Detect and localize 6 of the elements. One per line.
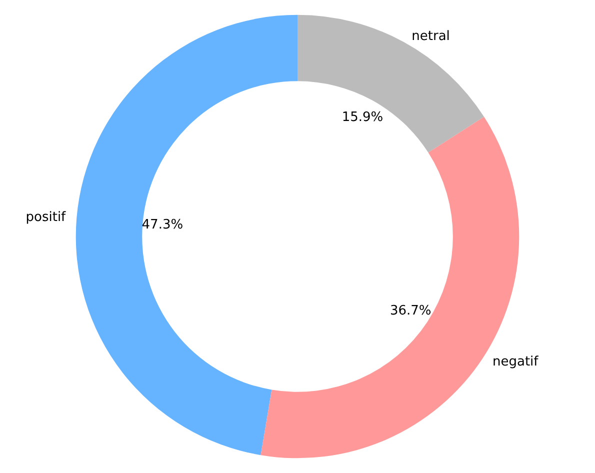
slice-label: negatif xyxy=(492,354,539,370)
slice-label: netral xyxy=(412,29,450,44)
data-label: 36.7% xyxy=(390,304,432,319)
data-label: 47.3% xyxy=(142,218,184,233)
slice-label: positif xyxy=(26,210,66,226)
data-label: 15.9% xyxy=(342,110,384,126)
